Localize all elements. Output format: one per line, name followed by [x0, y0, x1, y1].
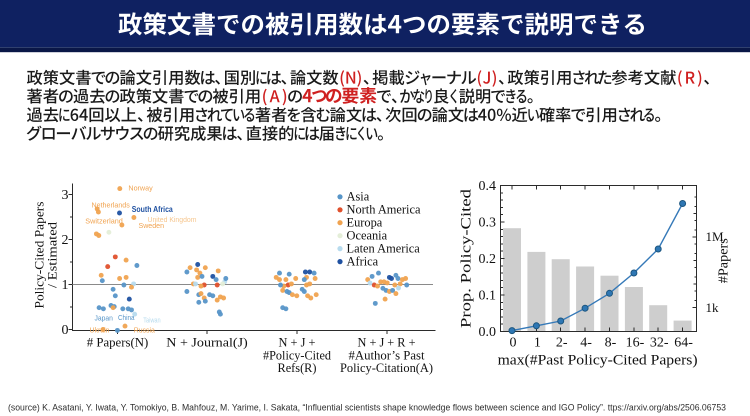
svg-text:max(#Past Policy-Cited Papers): max(#Past Policy-Cited Papers): [498, 353, 698, 369]
svg-text:Ukrain: Ukrain: [90, 325, 110, 334]
svg-text:#Policy-Cited: #Policy-Cited: [263, 348, 332, 362]
svg-text:Europa: Europa: [347, 216, 383, 230]
svg-text:Refs(R): Refs(R): [278, 361, 317, 375]
svg-text:1M: 1M: [706, 229, 725, 244]
svg-text:China: China: [118, 313, 135, 322]
svg-text:16-: 16-: [626, 336, 645, 351]
svg-text:Taiwan: Taiwan: [143, 316, 161, 325]
svg-text:1: 1: [534, 336, 541, 351]
svg-text:North America: North America: [347, 203, 421, 217]
svg-text:64-: 64-: [674, 336, 693, 351]
svg-text:Policy-Cited Papers: Policy-Cited Papers: [32, 202, 47, 309]
svg-text:Switzerland: Switzerland: [85, 216, 123, 225]
svg-text:South Africa: South Africa: [132, 205, 173, 214]
svg-text:# Papers(N): # Papers(N): [87, 336, 149, 350]
svg-text:1k: 1k: [706, 300, 720, 315]
svg-text:4-: 4-: [580, 336, 592, 351]
svg-text:Norway: Norway: [128, 184, 153, 193]
svg-text:0: 0: [510, 336, 517, 351]
svg-text:#Papers: #Papers: [717, 238, 732, 283]
svg-text:Laten America: Laten America: [347, 242, 421, 256]
svg-text:N + J +: N + J +: [279, 336, 316, 350]
svg-text:United Kingdom: United Kingdom: [148, 215, 197, 224]
svg-text:N + J + R +: N + J + R +: [358, 336, 416, 350]
svg-text:Netherlands: Netherlands: [92, 200, 131, 209]
svg-text:8-: 8-: [605, 336, 617, 351]
svg-text:/ Estimated: / Estimated: [45, 221, 60, 288]
svg-text:Japan: Japan: [95, 314, 113, 323]
svg-text:0.2: 0.2: [479, 252, 497, 267]
svg-text:2: 2: [62, 233, 69, 248]
svg-text:Africa: Africa: [347, 254, 379, 268]
svg-text:3: 3: [62, 188, 69, 203]
svg-text:N + Journal(J): N + Journal(J): [166, 336, 248, 350]
svg-text:Sweden: Sweden: [139, 221, 165, 230]
svg-text:0.4: 0.4: [479, 179, 497, 194]
svg-text:32-: 32-: [650, 336, 669, 351]
svg-text:Russia: Russia: [134, 325, 155, 334]
svg-text:(source) K. Asatani, Y. Iwata,: (source) K. Asatani, Y. Iwata, Y. Tomoki…: [8, 402, 726, 412]
svg-text:0.0: 0.0: [479, 325, 497, 340]
svg-text:#Author’s Past: #Author’s Past: [349, 348, 426, 362]
svg-text:Policy-Citation(A): Policy-Citation(A): [340, 361, 433, 375]
svg-text:Asia: Asia: [347, 190, 370, 204]
svg-text:Oceania: Oceania: [347, 229, 388, 243]
svg-text:1: 1: [62, 278, 69, 293]
svg-text:0.1: 0.1: [479, 289, 497, 304]
svg-text:0: 0: [62, 323, 69, 338]
svg-text:2-: 2-: [556, 336, 568, 351]
svg-text:Prop. Policy-Cited: Prop. Policy-Cited: [459, 188, 475, 328]
svg-text:0.3: 0.3: [479, 216, 497, 231]
